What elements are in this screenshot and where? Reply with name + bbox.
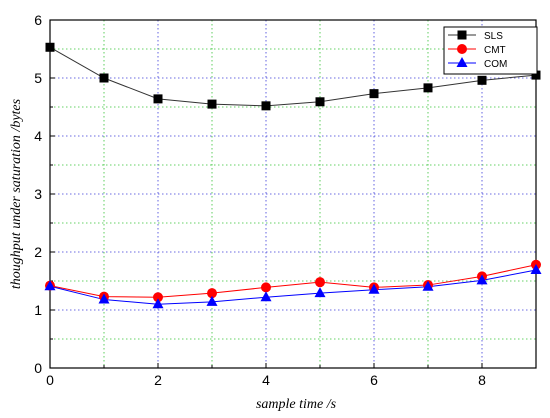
y-tick-label: 6 bbox=[34, 12, 42, 28]
x-tick-label: 6 bbox=[370, 372, 378, 388]
x-axis-title: sample time /s bbox=[256, 397, 337, 412]
data-point-sls bbox=[45, 42, 55, 52]
data-point-com bbox=[476, 274, 488, 285]
legend-marker-sls bbox=[457, 30, 467, 40]
data-point-cmt bbox=[315, 277, 325, 288]
y-ticks: 0 1 2 3 4 5 6 bbox=[34, 12, 55, 376]
data-point-com bbox=[422, 280, 434, 291]
x-tick-label: 4 bbox=[262, 372, 270, 388]
legend-label-sls: SLS bbox=[484, 31, 503, 42]
legend-marker-cmt bbox=[457, 44, 467, 54]
data-point-com bbox=[530, 263, 542, 274]
data-point-cmt bbox=[207, 288, 217, 299]
data-point-com bbox=[98, 293, 110, 304]
data-point-com bbox=[152, 298, 164, 309]
data-point-sls bbox=[261, 101, 271, 111]
y-tick-label: 5 bbox=[34, 70, 42, 86]
series-line-sls bbox=[49, 46, 537, 107]
data-point-sls bbox=[531, 70, 541, 80]
y-tick-label: 3 bbox=[34, 186, 42, 202]
data-point-com bbox=[314, 287, 326, 298]
x-tick-label: 0 bbox=[46, 372, 54, 388]
y-tick-label: 1 bbox=[34, 302, 42, 318]
series-markers bbox=[44, 42, 542, 309]
data-point-cmt bbox=[261, 282, 271, 293]
data-point-sls bbox=[477, 75, 487, 85]
data-point-sls bbox=[207, 99, 217, 109]
legend: SLS CMT COM bbox=[443, 26, 538, 75]
data-point-sls bbox=[315, 97, 325, 107]
y-tick-label: 0 bbox=[34, 360, 42, 376]
series-lines bbox=[49, 46, 537, 305]
y-tick-label: 2 bbox=[34, 244, 42, 260]
data-point-com bbox=[368, 283, 380, 294]
data-point-cmt bbox=[153, 292, 163, 303]
series-line-cmt bbox=[49, 264, 537, 298]
data-point-com bbox=[260, 291, 272, 302]
data-point-sls bbox=[423, 83, 433, 93]
data-point-com bbox=[206, 295, 218, 306]
y-axis-title: thoughput under saturation /bytes bbox=[9, 98, 24, 289]
legend-marker-com bbox=[456, 57, 468, 67]
legend-label-cmt: CMT bbox=[484, 45, 506, 56]
x-ticks: 0 2 4 6 8 bbox=[46, 363, 486, 388]
legend-label-com: COM bbox=[484, 59, 507, 70]
data-point-sls bbox=[153, 94, 163, 104]
x-tick-label: 8 bbox=[478, 372, 486, 388]
grid-lines bbox=[50, 20, 536, 368]
series-line-com bbox=[49, 269, 537, 305]
data-point-sls bbox=[369, 89, 379, 99]
x-tick-label: 2 bbox=[154, 372, 162, 388]
data-point-com bbox=[44, 280, 56, 291]
data-point-sls bbox=[99, 73, 109, 83]
y-tick-label: 4 bbox=[34, 128, 42, 144]
